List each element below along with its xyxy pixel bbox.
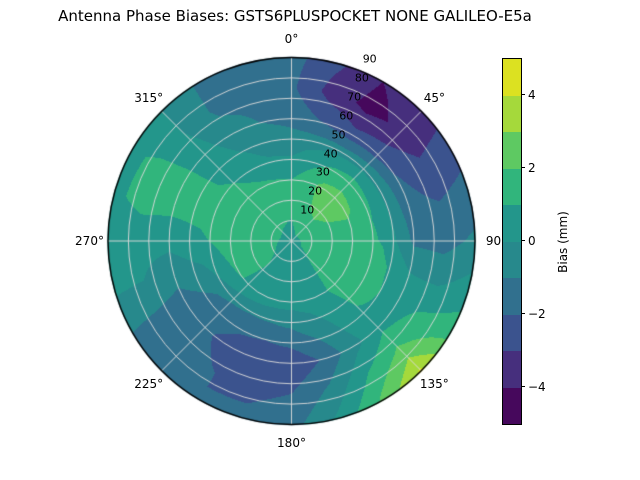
r-tick-label-50: 50 bbox=[331, 128, 346, 142]
chart-title: Antenna Phase Biases: GSTS6PLUSPOCKET NO… bbox=[58, 7, 532, 25]
theta-tick-label-0: 0° bbox=[284, 32, 299, 46]
colorbar-band-3 bbox=[503, 278, 521, 315]
colorbar-ticklabel-0: 0 bbox=[528, 233, 536, 248]
theta-tick-label-45: 45° bbox=[423, 91, 445, 106]
colorbar-axis-label: Bias (mm) bbox=[556, 211, 570, 273]
colorbar-band-2 bbox=[503, 314, 521, 351]
colorbar-band-6 bbox=[503, 168, 521, 205]
r-tick-label-30: 30 bbox=[315, 165, 330, 179]
theta-tick-label-315: 315° bbox=[134, 91, 164, 106]
colorbar-tickmark-4 bbox=[521, 93, 525, 96]
colorbar-band-7 bbox=[503, 132, 521, 169]
colorbar-tickmark-0 bbox=[521, 239, 525, 242]
colorbar-ticklabel-2: 2 bbox=[528, 160, 536, 175]
r-tick-label-10: 10 bbox=[300, 203, 315, 217]
colorbar-band-4 bbox=[503, 241, 521, 278]
theta-tick-label-225: 225° bbox=[134, 376, 164, 391]
r-tick-label-20: 20 bbox=[308, 184, 323, 198]
colorbar bbox=[502, 58, 522, 425]
colorbar-tickmark-2 bbox=[521, 166, 525, 169]
colorbar-ticklabel--4: −4 bbox=[528, 379, 546, 394]
r-tick-label-70: 70 bbox=[347, 90, 362, 104]
colorbar-band-5 bbox=[503, 205, 521, 242]
theta-tick-label-135: 135° bbox=[419, 376, 449, 391]
colorbar-band-9 bbox=[503, 59, 521, 96]
r-tick-label-80: 80 bbox=[354, 71, 369, 85]
theta-tick-label-90: 90 bbox=[485, 234, 502, 248]
r-tick-label-60: 60 bbox=[339, 109, 354, 123]
colorbar-tickmark--4 bbox=[521, 385, 525, 388]
colorbar-band-1 bbox=[503, 351, 521, 388]
colorbar-ticklabel-4: 4 bbox=[528, 87, 536, 102]
colorbar-tickmark--2 bbox=[521, 312, 525, 315]
colorbar-band-8 bbox=[503, 95, 521, 132]
r-tick-label-40: 40 bbox=[323, 147, 338, 161]
theta-tick-label-270: 270° bbox=[75, 234, 104, 248]
polar-contour-canvas bbox=[105, 55, 477, 427]
r-tick-label-90: 90 bbox=[362, 52, 377, 66]
theta-tick-label-180: 180° bbox=[277, 436, 306, 450]
colorbar-band-0 bbox=[503, 387, 521, 424]
colorbar-ticklabel--2: −2 bbox=[528, 306, 546, 321]
